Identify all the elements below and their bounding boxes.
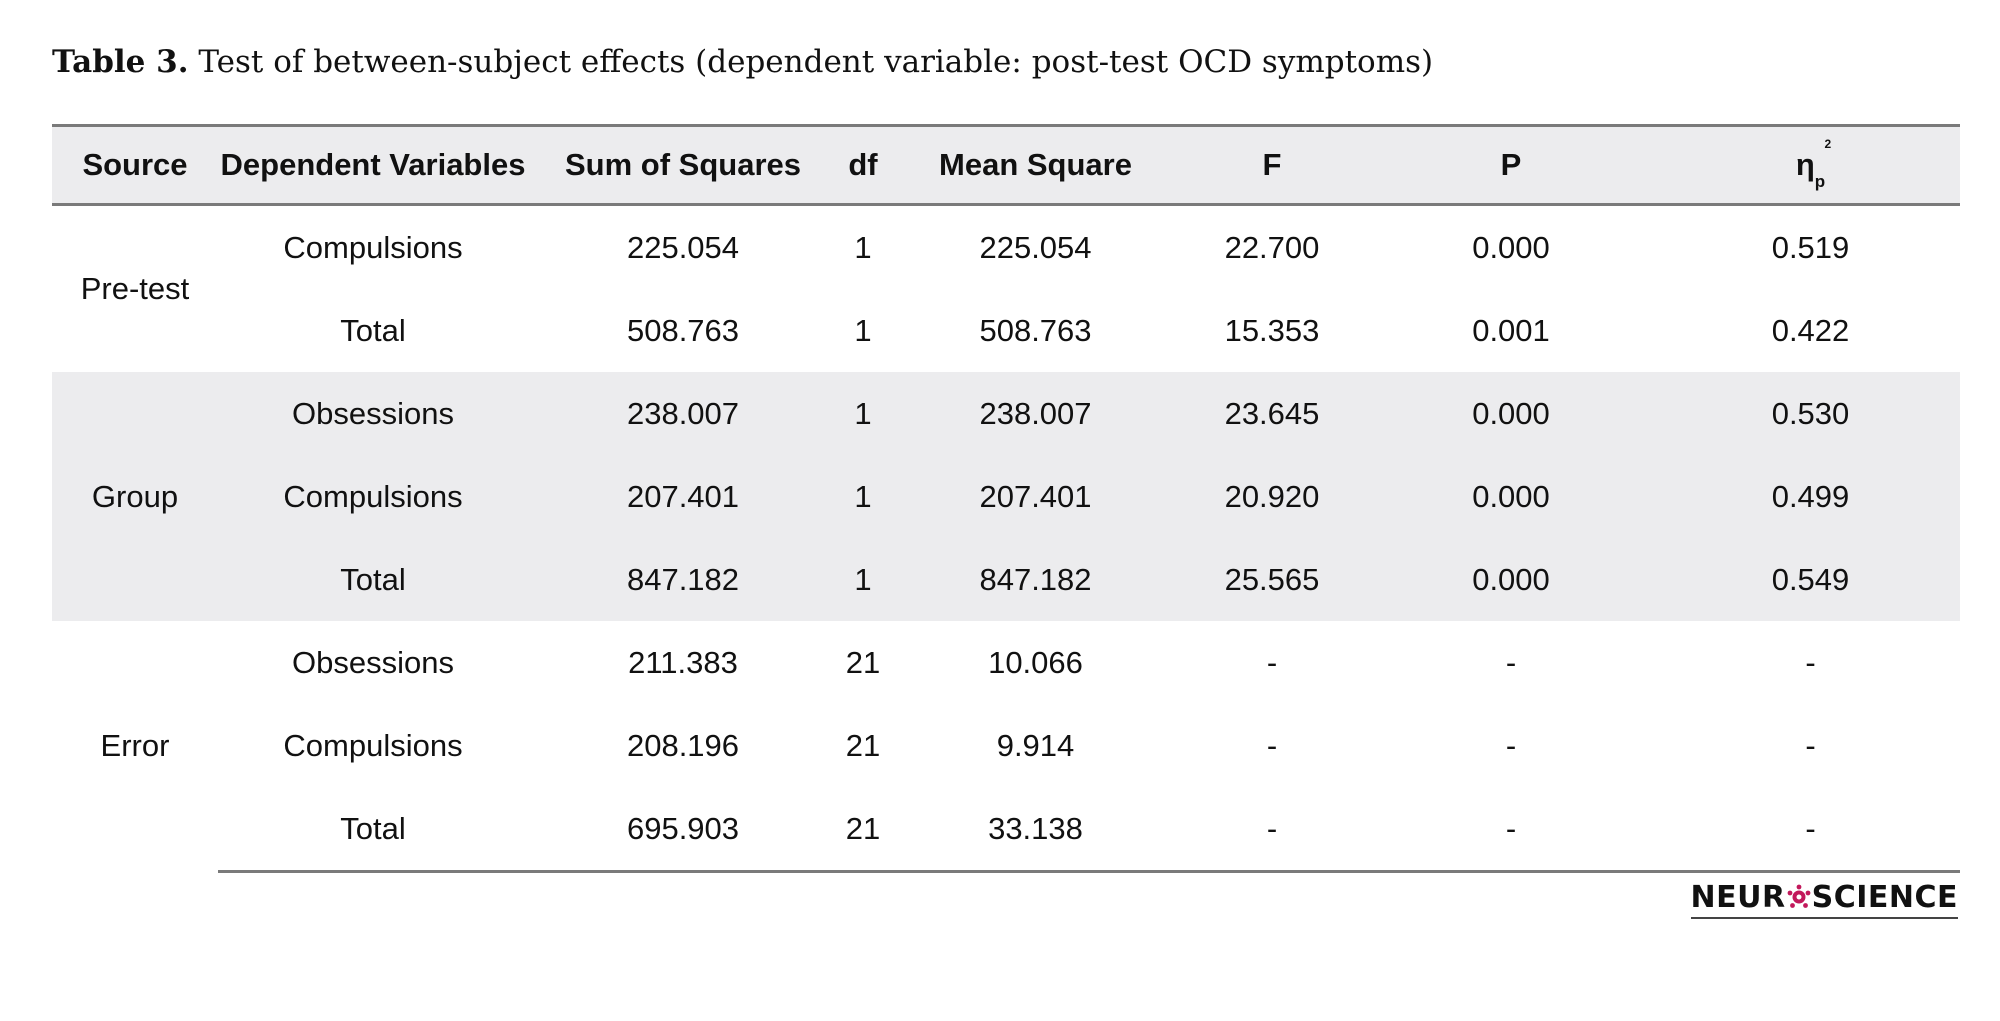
variable-cell: Total	[218, 538, 528, 621]
variable-cell: Compulsions	[283, 229, 463, 265]
table-row: Pre-test Compulsions 225.054 1 225.054 2…	[52, 205, 1960, 307]
group-error: Error Obsessions 211.383 21 10.066 - - -…	[52, 621, 1960, 873]
eta-cell: 0.530	[1661, 372, 1960, 455]
ss-cell: 238.007	[528, 372, 838, 455]
ss-cell: 225.054	[626, 229, 740, 265]
source-cell: Error	[100, 728, 170, 764]
ms-cell: 847.182	[888, 538, 1183, 621]
p-cell: 0.000	[1472, 229, 1550, 265]
ms-cell: 225.054	[979, 229, 1092, 265]
df-cell: 1	[838, 372, 888, 455]
ms-cell: 9.914	[996, 727, 1075, 763]
neuron-icon	[1787, 884, 1810, 908]
p-cell: 0.001	[1472, 312, 1550, 348]
variable-cell: Total	[340, 312, 406, 348]
logo-text-right: SCIENCE	[1811, 880, 1958, 915]
header-mean-square: Mean Square	[939, 147, 1132, 182]
eta-letter: η	[1795, 147, 1815, 182]
group-pre-test: Pre-test Compulsions 225.054 1 225.054 2…	[52, 205, 1960, 373]
variable-cell: Obsessions	[292, 644, 454, 680]
df-cell: 21	[845, 644, 881, 680]
p-cell: -	[1505, 727, 1517, 763]
table-row: Compulsions 208.196 21 9.914 - - -	[52, 704, 1960, 787]
variable-cell: Compulsions	[283, 727, 463, 763]
table-row: Total 847.182 1 847.182 25.565 0.000 0.5…	[52, 538, 1960, 621]
source-cell: Pre-test	[80, 271, 190, 306]
header-dependent-variables: Dependent Variables	[220, 147, 526, 182]
f-cell: -	[1266, 644, 1278, 680]
ms-cell: 238.007	[888, 372, 1183, 455]
ss-cell: 695.903	[528, 787, 838, 873]
eta-cell: 0.549	[1661, 538, 1960, 621]
eta-cell: 0.422	[1771, 312, 1850, 348]
ms-cell: 508.763	[979, 312, 1092, 348]
source-cell: Group	[52, 372, 218, 621]
df-cell: 1	[838, 455, 888, 538]
group-group: Group Obsessions 238.007 1 238.007 23.64…	[52, 372, 1960, 621]
p-cell: -	[1505, 644, 1517, 680]
header-df: df	[848, 147, 878, 182]
ms-cell: 207.401	[888, 455, 1183, 538]
eta-cell: 0.499	[1661, 455, 1960, 538]
ss-cell: 508.763	[626, 312, 740, 348]
p-cell: 0.000	[1361, 538, 1661, 621]
eta-symbol: ηp 2	[1795, 137, 1831, 191]
caption-label: Table 3.	[52, 44, 189, 80]
ms-cell: 10.066	[988, 644, 1083, 680]
df-cell: 1	[854, 229, 872, 265]
header-sum-of-squares: Sum of Squares	[565, 147, 801, 182]
eta-cell: -	[1805, 644, 1816, 680]
p-cell: -	[1361, 787, 1661, 873]
df-cell: 1	[838, 538, 888, 621]
df-cell: 21	[845, 727, 881, 763]
df-cell: 21	[838, 787, 888, 873]
p-cell: 0.000	[1361, 455, 1661, 538]
eta-subscript: p	[1814, 172, 1826, 191]
variable-cell: Total	[218, 787, 528, 873]
f-cell: 22.700	[1224, 229, 1320, 265]
table-caption: Table 3. Test of between-subject effects…	[52, 44, 1433, 80]
header-f: F	[1262, 147, 1282, 182]
p-cell: 0.000	[1361, 372, 1661, 455]
eta-cell: 0.519	[1771, 229, 1850, 265]
eta-superscript: 2	[1824, 137, 1832, 151]
variable-cell: Compulsions	[218, 455, 528, 538]
eta-cell: -	[1661, 787, 1960, 873]
f-cell: 15.353	[1224, 312, 1320, 348]
f-cell: 25.565	[1183, 538, 1361, 621]
anova-table: Source Dependent Variables Sum of Square…	[52, 124, 1960, 873]
f-cell: 23.645	[1183, 372, 1361, 455]
ss-cell: 207.401	[528, 455, 838, 538]
table-row: Error Obsessions 211.383 21 10.066 - - -	[52, 621, 1960, 764]
caption-text: Test of between-subject effects (depende…	[188, 44, 1434, 80]
f-cell: -	[1266, 727, 1278, 763]
ss-cell: 211.383	[628, 644, 738, 680]
header-partial-eta-squared: ηp 2	[1661, 126, 1960, 205]
variable-cell: Obsessions	[218, 372, 528, 455]
ms-cell: 33.138	[888, 787, 1183, 873]
logo-text-left: NEUR	[1690, 880, 1786, 915]
f-cell: -	[1183, 787, 1361, 873]
table-header: Source Dependent Variables Sum of Square…	[52, 125, 1960, 205]
table-row: Compulsions 207.401 1 207.401 20.920 0.0…	[52, 455, 1960, 538]
header-row: Source Dependent Variables Sum of Square…	[52, 125, 1960, 205]
neuroscience-logo: NEUR SCIENCE	[1690, 880, 1958, 919]
table-row: Total 695.903 21 33.138 - - -	[52, 787, 1960, 873]
header-p: P	[1500, 147, 1522, 182]
ss-cell: 208.196	[626, 727, 740, 763]
table-row: Group Obsessions 238.007 1 238.007 23.64…	[52, 372, 1960, 621]
eta-cell: -	[1805, 727, 1816, 763]
table-row: Total 508.763 1 508.763 15.353 0.001 0.4…	[52, 289, 1960, 372]
ss-cell: 847.182	[528, 538, 838, 621]
f-cell: 20.920	[1183, 455, 1361, 538]
header-source: Source	[82, 147, 188, 182]
df-cell: 1	[854, 312, 872, 348]
